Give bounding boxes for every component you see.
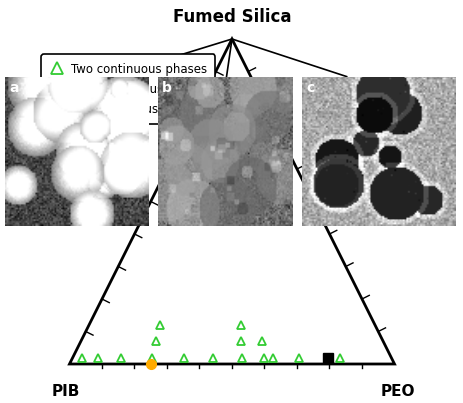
Text: a: a — [9, 81, 19, 95]
Text: b: b — [162, 81, 171, 95]
Text: c: c — [306, 81, 314, 95]
Legend: Two continuous phases, PEO continuous, PIB continuous: Two continuous phases, PEO continuous, P… — [41, 54, 215, 124]
Text: PIB: PIB — [52, 384, 80, 399]
Text: Fumed Silica: Fumed Silica — [172, 8, 291, 26]
Text: PEO: PEO — [380, 384, 414, 399]
